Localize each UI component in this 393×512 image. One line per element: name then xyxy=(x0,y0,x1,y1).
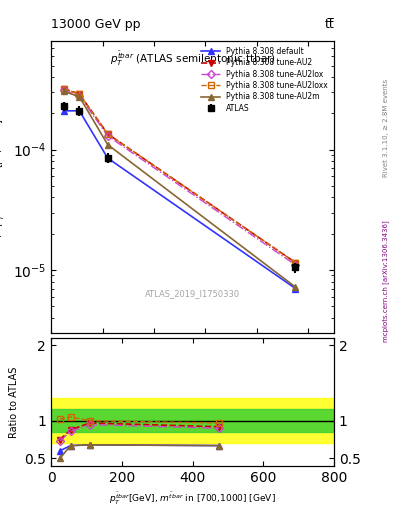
Text: 13000 GeV pp: 13000 GeV pp xyxy=(51,18,141,31)
Line: Pythia 8.308 tune-AU2loxx: Pythia 8.308 tune-AU2loxx xyxy=(61,86,298,265)
Pythia 8.308 tune-AU2 xyxy=(293,260,298,266)
Legend: Pythia 8.308 default, Pythia 8.308 tune-AU2, Pythia 8.308 tune-AU2lox, Pythia 8.: Pythia 8.308 default, Pythia 8.308 tune-… xyxy=(199,45,330,115)
Bar xyxy=(51,398,334,443)
Pythia 8.308 tune-AU2lox xyxy=(293,262,298,268)
X-axis label: $p_T^{\bar{t}bar}$[GeV], $m^{\bar{t}bar}$ in [700,1000] [GeV]: $p_T^{\bar{t}bar}$[GeV], $m^{\bar{t}bar}… xyxy=(109,490,276,506)
Pythia 8.308 default xyxy=(77,108,82,114)
Pythia 8.308 tune-AU2 xyxy=(77,91,82,97)
Text: ATLAS_2019_I1750330: ATLAS_2019_I1750330 xyxy=(145,289,240,298)
Pythia 8.308 tune-AU2lox xyxy=(62,88,66,94)
Pythia 8.308 tune-AU2loxx xyxy=(62,86,66,92)
Pythia 8.308 tune-AU2m xyxy=(77,94,82,100)
Pythia 8.308 tune-AU2lox xyxy=(105,133,110,139)
Pythia 8.308 default xyxy=(293,286,298,292)
Pythia 8.308 tune-AU2 xyxy=(62,86,66,92)
Text: tt̅: tt̅ xyxy=(324,18,334,31)
Pythia 8.308 tune-AU2m xyxy=(105,141,110,147)
Pythia 8.308 tune-AU2m xyxy=(62,88,66,94)
Y-axis label: $d^2\sigma\,/\,dp_T^{\bar{t}bar}\,d\,m^{\bar{t}bar}$ [pb/GeV$^2$]: $d^2\sigma\,/\,dp_T^{\bar{t}bar}\,d\,m^{… xyxy=(0,118,7,255)
Line: Pythia 8.308 default: Pythia 8.308 default xyxy=(61,108,299,292)
Line: Pythia 8.308 tune-AU2m: Pythia 8.308 tune-AU2m xyxy=(61,89,298,290)
Pythia 8.308 tune-AU2loxx xyxy=(293,260,298,266)
Text: Rivet 3.1.10, ≥ 2.8M events: Rivet 3.1.10, ≥ 2.8M events xyxy=(383,79,389,177)
Pythia 8.308 tune-AU2lox xyxy=(77,93,82,99)
Pythia 8.308 default xyxy=(105,155,110,161)
Bar xyxy=(51,410,334,432)
Line: Pythia 8.308 tune-AU2lox: Pythia 8.308 tune-AU2lox xyxy=(61,88,298,268)
Pythia 8.308 tune-AU2loxx xyxy=(105,131,110,137)
Y-axis label: Ratio to ATLAS: Ratio to ATLAS xyxy=(9,366,19,438)
Pythia 8.308 default xyxy=(62,108,66,114)
Pythia 8.308 tune-AU2m xyxy=(293,284,298,290)
Text: $p_T^{\bar{t}bar}$ (ATLAS semileptonic ttbar): $p_T^{\bar{t}bar}$ (ATLAS semileptonic t… xyxy=(110,50,275,68)
Pythia 8.308 tune-AU2 xyxy=(105,131,110,137)
Text: mcplots.cern.ch [arXiv:1306.3436]: mcplots.cern.ch [arXiv:1306.3436] xyxy=(382,221,389,343)
Pythia 8.308 tune-AU2loxx xyxy=(77,91,82,97)
Line: Pythia 8.308 tune-AU2: Pythia 8.308 tune-AU2 xyxy=(61,86,299,266)
